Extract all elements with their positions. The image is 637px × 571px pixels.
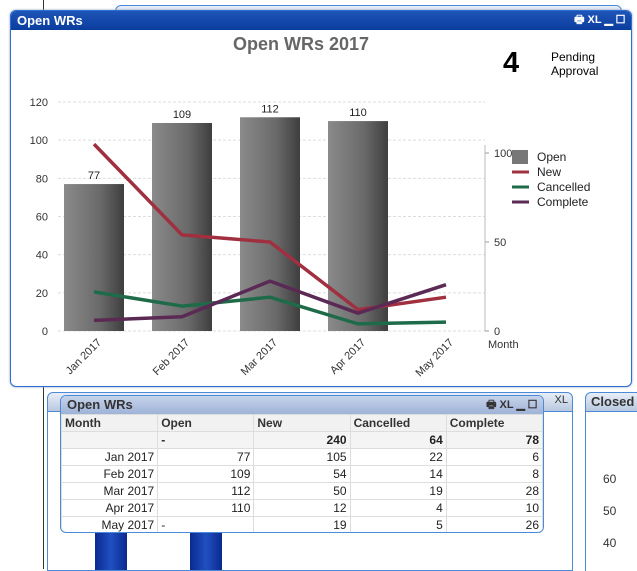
table-cell: 5 [350,517,446,534]
right-axis-tick: 50 [494,237,506,249]
table-cell: 12 [254,500,350,517]
x-axis-tick: Mar 2017 [239,337,280,378]
bar-data-label: 77 [88,170,100,182]
table-cell: 4 [350,500,446,517]
column-header-cancelled[interactable]: Cancelled [350,415,446,432]
left-axis-tick: 100 [30,135,48,147]
legend-label-new: New [537,165,561,179]
bar-data-label: 112 [261,103,279,115]
table-cell: 240 [254,432,350,449]
x-axis-tick: Apr 2017 [328,337,368,377]
table-cell: 26 [446,517,542,534]
table-cell: 105 [254,449,350,466]
bar-open [64,184,124,331]
left-axis-tick: 20 [36,288,48,300]
left-axis-tick: 0 [42,326,48,338]
table-cell: 78 [446,432,542,449]
table-cell: Feb 2017 [62,466,158,483]
table-titlebar[interactable]: Open WRs 🖶 XL ▁ ☐ [61,396,543,414]
legend-label-complete: Complete [537,195,589,209]
bar-open [152,123,212,331]
xl-button[interactable]: XL [500,399,514,411]
legend-swatch-open [512,150,528,164]
table-cell: - [158,517,254,534]
right-axis-tick: 0 [494,326,500,338]
bar-data-label: 110 [349,107,367,119]
left-axis-tick: 120 [30,97,48,109]
table-cell: 64 [350,432,446,449]
closed-tick: 40 [603,536,616,550]
x-axis-tick: Feb 2017 [151,337,192,378]
column-header-open[interactable]: Open [158,415,254,432]
legend-label-open: Open [537,150,566,164]
right-axis-tick: 100 [494,148,512,160]
print-icon[interactable]: 🖶 [486,399,496,411]
table-cell: 19 [350,483,446,500]
table-cell: 14 [350,466,446,483]
table-cell: Mar 2017 [62,483,158,500]
table-cell: Jan 2017 [62,449,158,466]
column-header-complete[interactable]: Complete [446,415,542,432]
xl-button[interactable]: XL [555,394,568,406]
background-bar [95,530,127,570]
minimize-icon[interactable]: ▁ [516,399,524,411]
table-cell: 112 [158,483,254,500]
background-bar [190,530,222,570]
table-cell: 54 [254,466,350,483]
table-title: Open WRs [67,397,133,412]
x-axis-tick: Jan 2017 [64,337,104,377]
table-cell [62,432,158,449]
table-cell: 6 [446,449,542,466]
legend-label-cancelled: Cancelled [537,180,590,194]
table-cell: 50 [254,483,350,500]
column-header-new[interactable]: New [254,415,350,432]
bar-open [328,121,388,331]
left-axis-tick: 60 [36,212,48,224]
left-axis-tick: 80 [36,173,48,185]
closed-tick: 60 [603,472,616,486]
maximize-icon[interactable]: ☐ [528,399,537,411]
table-cell: 28 [446,483,542,500]
table-cell: 22 [350,449,446,466]
bar-data-label: 109 [173,109,191,121]
combo-chart: 0 20 40 60 80 100 120 0 50 100 Month 77 109 112 110 Jan… [0,0,637,390]
table-cell: - [158,432,254,449]
table-cell: 109 [158,466,254,483]
column-header-month[interactable]: Month [62,415,158,432]
x-axis-title: Month [488,339,519,351]
table-cell: May 2017 [62,517,158,534]
table-cell: 77 [158,449,254,466]
table-cell: 10 [446,500,542,517]
closed-window-title: Closed [585,392,637,412]
x-axis-tick: May 2017 [413,337,456,380]
table-cell: 19 [254,517,350,534]
table-cell: 110 [158,500,254,517]
closed-tick: 50 [603,504,616,518]
table-cell: Apr 2017 [62,500,158,517]
table-cell: 8 [446,466,542,483]
left-axis-tick: 40 [36,250,48,262]
